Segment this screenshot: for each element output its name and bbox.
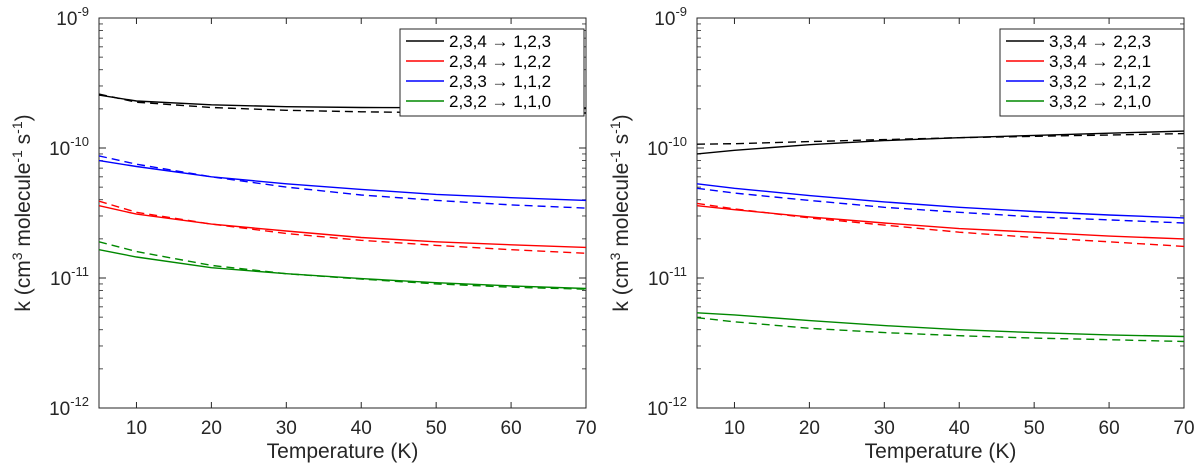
x-tick-label: 60 — [1099, 418, 1120, 439]
series-2-solid-line — [697, 205, 1184, 240]
x-tick-label: 20 — [201, 418, 222, 439]
legend-entry: 3,3,2 → 2,1,0 — [1049, 92, 1151, 111]
legend: 3,3,4 → 2,2,33,3,4 → 2,2,13,3,2 → 2,1,23… — [999, 28, 1185, 117]
x-tick-label: 70 — [1173, 418, 1194, 439]
series-1-dashed-line — [697, 132, 1184, 145]
legend-entry: 2,3,4 → 1,2,2 — [449, 52, 551, 71]
series-3-dashed-line — [99, 155, 586, 209]
x-tick-label: 40 — [949, 418, 970, 439]
right-chart-panel: 10 20 30 40 50 60 70 10-12 10-11 10-10 10-9 Tempera… — [607, 4, 1195, 463]
x-tick-label: 60 — [501, 418, 522, 439]
legend-entry: 3,3,2 → 2,1,2 — [1049, 72, 1151, 91]
series-2-dashed-line — [697, 202, 1184, 248]
series-2-solid-line — [99, 205, 586, 249]
series-1-dashed-line — [99, 93, 586, 114]
legend-entry: 2,3,4 → 1,2,3 — [449, 32, 551, 51]
series-4-solid-line — [697, 312, 1184, 338]
legend-entry: 2,3,2 → 1,1,0 — [449, 92, 551, 111]
x-tick-label: 50 — [426, 418, 447, 439]
y-tick-label: 10-9 — [654, 4, 687, 30]
series-lines — [99, 93, 586, 290]
x-tick-label: 70 — [575, 418, 596, 439]
x-tick-label: 10 — [724, 418, 745, 439]
series-4-dashed-line — [99, 241, 586, 290]
x-tick-label: 30 — [276, 418, 297, 439]
legend-entry: 3,3,4 → 2,2,3 — [1049, 32, 1151, 51]
x-tick-label: 30 — [874, 418, 895, 439]
y-tick-label: 10-12 — [647, 394, 687, 420]
y-tick-label: 10-10 — [49, 134, 89, 160]
y-tick-label: 10-9 — [56, 4, 89, 30]
y-tick-label: 10-10 — [647, 134, 687, 160]
left-chart-panel: 10 20 30 40 50 60 70 10-12 10-11 10-10 10-9 Tempera… — [9, 4, 597, 463]
x-tick-label: 40 — [351, 418, 372, 439]
y-axis-label: k (cm3 molecule-1 s-1) — [607, 114, 633, 311]
series-3-solid-line — [99, 159, 586, 202]
x-tick-label: 50 — [1024, 418, 1045, 439]
y-tick-label: 10-11 — [50, 264, 89, 290]
y-axis-label: k (cm3 molecule-1 s-1) — [9, 114, 35, 311]
series-3-solid-line — [697, 183, 1184, 219]
x-tick-label: 20 — [799, 418, 820, 439]
legend: 2,3,4 → 1,2,32,3,4 → 1,2,22,3,3 → 1,1,22… — [399, 28, 585, 117]
series-4-dashed-line — [697, 317, 1184, 343]
series-lines — [697, 130, 1184, 343]
legend-entry: 2,3,3 → 1,1,2 — [449, 72, 551, 91]
x-tick-label: 10 — [126, 418, 147, 439]
y-tick-label: 10-12 — [49, 394, 89, 420]
x-axis-label: Temperature (K) — [865, 440, 1017, 463]
series-3-dashed-line — [697, 187, 1184, 224]
legend-entry: 3,3,4 → 2,2,1 — [1049, 52, 1151, 71]
x-axis-label: Temperature (K) — [267, 440, 419, 463]
y-tick-label: 10-11 — [648, 264, 687, 290]
series-2-dashed-line — [99, 200, 586, 254]
